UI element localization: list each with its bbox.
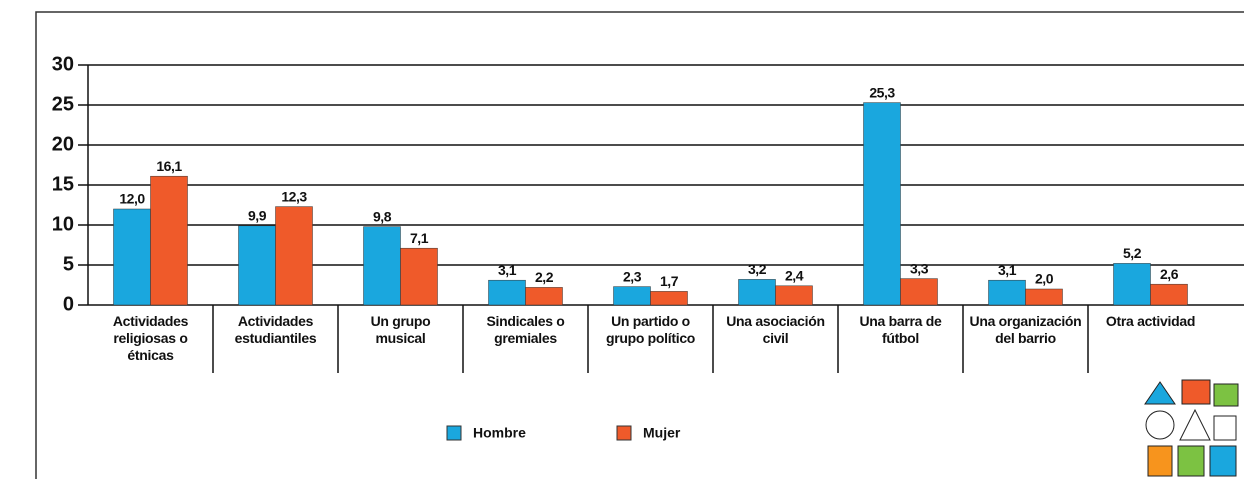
data-label: 2,0 (1035, 271, 1054, 287)
x-tick-label: Una organización del barrio (969, 313, 1082, 346)
data-label: 3,2 (748, 261, 767, 277)
legend-swatch (616, 425, 632, 441)
x-tick-label: Sindicales o gremiales (486, 313, 565, 346)
y-tick-label: 15 (52, 173, 74, 195)
bar (113, 208, 151, 306)
data-label: 2,2 (535, 269, 554, 285)
y-tick-label: 0 (63, 293, 74, 315)
bar (738, 279, 776, 306)
decorative-icon (1144, 379, 1239, 477)
data-label: 9,9 (248, 208, 267, 224)
data-label: 12,3 (281, 188, 307, 204)
bar (1150, 283, 1188, 306)
data-label: 5,2 (1123, 245, 1142, 261)
y-tick-label: 10 (52, 213, 74, 235)
bar (275, 206, 313, 306)
y-tick-label: 30 (52, 53, 74, 75)
data-label: 7,1 (410, 230, 429, 246)
legend-label: Mujer (643, 425, 681, 441)
x-tick-label: Un grupo musical (370, 313, 431, 346)
x-tick-label: Otra actividad (1105, 313, 1196, 329)
data-label: 3,1 (998, 262, 1017, 278)
x-tick-label: Actividades estudiantiles (234, 313, 317, 346)
bar (1113, 263, 1151, 306)
y-tick-label: 5 (63, 253, 74, 275)
y-tick-label: 20 (52, 133, 74, 155)
legend-label: Hombre (473, 425, 526, 441)
bar (775, 285, 813, 306)
bar (650, 291, 688, 306)
frame (35, 11, 1244, 479)
data-label: 1,7 (660, 273, 679, 289)
data-label: 3,3 (910, 260, 929, 276)
x-tick-label: Un partido o grupo político (605, 313, 696, 346)
data-label: 3,1 (498, 262, 517, 278)
bar (613, 286, 651, 306)
bar (363, 226, 401, 306)
x-tick-label: Actividades religiosas o étnicas (112, 313, 189, 363)
x-tick-label: Una asociación civil (726, 313, 825, 346)
data-label: 16,1 (156, 158, 182, 174)
bar (488, 279, 526, 306)
y-tick-label: 25 (52, 93, 74, 115)
bar (238, 225, 276, 306)
bar (525, 287, 563, 306)
bar (900, 278, 938, 306)
bar (150, 175, 188, 306)
data-label: 9,8 (373, 208, 392, 224)
bar (1025, 288, 1063, 306)
x-tick-label: Una barra de fútbol (859, 313, 942, 346)
data-label: 2,4 (785, 268, 804, 284)
data-label: 2,6 (1160, 266, 1179, 282)
bar (400, 247, 438, 306)
bar (863, 102, 901, 306)
data-label: 2,3 (623, 268, 642, 284)
bar (988, 279, 1026, 306)
data-label: 25,3 (869, 84, 895, 100)
legend-swatch (446, 425, 462, 441)
data-label: 12,0 (119, 191, 145, 207)
